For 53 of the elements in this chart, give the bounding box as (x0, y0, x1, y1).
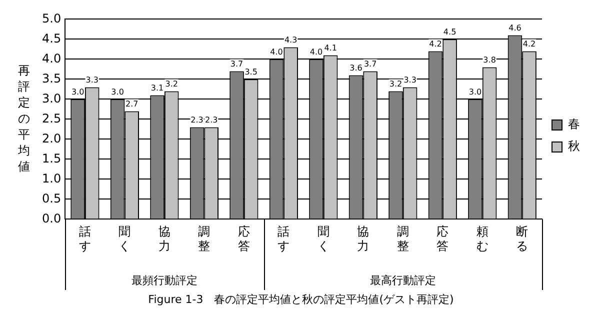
text: 最頻行動評定 (131, 274, 198, 288)
data-label: 3.3 (86, 75, 98, 84)
y-tick-label: 2.0 (42, 131, 62, 146)
y-tick-label: 0.0 (42, 211, 62, 226)
y-axis-title: 再評定の平均値 (17, 63, 30, 174)
y-tick-label: 2.5 (42, 111, 62, 126)
data-label: 3.5 (244, 67, 258, 76)
y-tick-label: 3.5 (42, 71, 62, 86)
x-tick-label: 応答 (436, 224, 449, 253)
data-label: 3.7 (364, 59, 377, 68)
data-label: 3.0 (468, 87, 482, 96)
x-tick-label: 応答 (238, 224, 250, 253)
x-tick-label: 聞く (317, 224, 330, 253)
data-label: 2.3 (190, 115, 204, 124)
data-label: 3.2 (165, 79, 178, 88)
x-tick-label: 協力 (158, 224, 170, 253)
data-label: 4.5 (443, 27, 456, 36)
data-label: 4.2 (522, 39, 536, 48)
x-tick-label: 頼む (476, 224, 488, 253)
y-tick-label: 3.0 (42, 91, 62, 106)
x-tick-label: 聞く (118, 224, 131, 253)
data-label: 3.7 (230, 59, 244, 68)
x-tick-label: 話す (278, 224, 290, 253)
y-tick-label: 0.5 (42, 191, 62, 206)
data-label: 3.0 (71, 87, 84, 96)
legend-label: 春 (568, 117, 580, 132)
legend-label: 秋 (568, 139, 580, 154)
x-tick-label: 断る (516, 224, 528, 253)
y-tick-label: 1.5 (42, 151, 62, 166)
data-label: 4.0 (270, 47, 283, 56)
data-label: 4.1 (324, 43, 337, 52)
data-label: 4.6 (508, 23, 522, 32)
data-label: 3.6 (350, 63, 362, 72)
y-tick-label: 5.0 (42, 11, 62, 26)
data-label: 2.3 (204, 115, 218, 124)
text: Figure 1-3 春の評定平均値と秋の評定平均値(ゲスト再評定) (147, 292, 455, 307)
data-label: 4.2 (429, 39, 442, 48)
data-label: 3.2 (389, 79, 402, 88)
data-label: 4.0 (310, 47, 323, 56)
y-tick-label: 4.5 (42, 31, 62, 46)
data-label: 2.7 (125, 99, 138, 108)
y-tick-label: 1.0 (42, 171, 62, 186)
x-tick-label: 協力 (357, 224, 370, 253)
data-label: 3.3 (404, 75, 416, 84)
data-label: 3.8 (483, 55, 496, 64)
x-tick-label: 調整 (198, 224, 210, 253)
x-tick-label: 話す (78, 224, 91, 253)
y-tick-label: 4.0 (42, 51, 62, 66)
data-label: 3.1 (150, 83, 164, 92)
x-tick-label: 調整 (396, 224, 409, 253)
text: 最高行動評定 (370, 274, 436, 288)
data-label: 3.0 (111, 87, 124, 96)
data-label: 4.3 (284, 35, 298, 44)
